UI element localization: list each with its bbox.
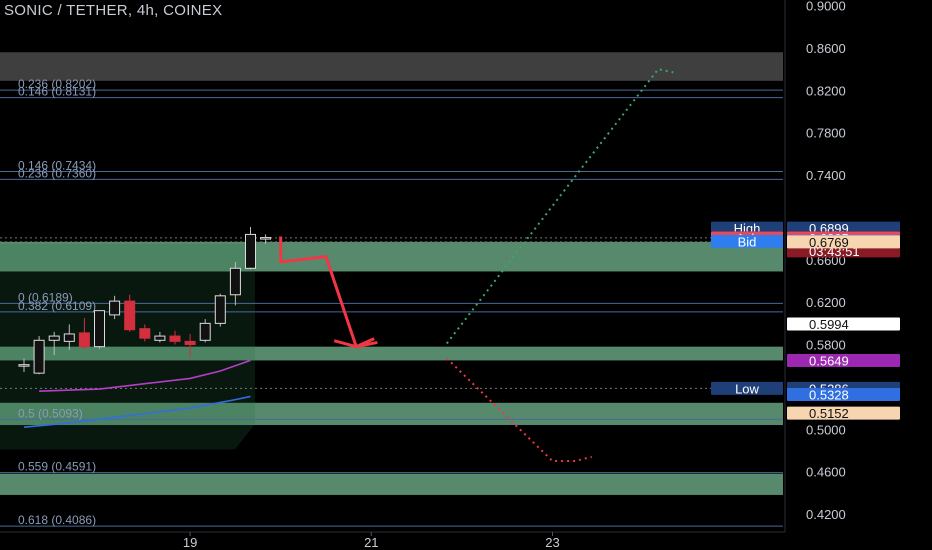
price-axis-background — [785, 0, 932, 550]
price-label-value: 0.5649 — [809, 354, 849, 369]
zone-gray — [0, 52, 783, 81]
forecast-arrow — [279, 236, 378, 349]
candle-body — [18, 364, 30, 367]
price-label-value: 0.6769 — [809, 235, 849, 250]
fib-label: 0.618 (0.4086) — [18, 513, 96, 527]
price-tag-box — [711, 234, 783, 248]
moving-average-line — [39, 359, 251, 392]
candle-body — [109, 300, 121, 316]
x-tick-label: 23 — [545, 535, 559, 550]
y-tick-label: 0.6200 — [806, 295, 846, 310]
y-tick-label: 0.8200 — [806, 83, 846, 98]
price-label-value: 0.5328 — [809, 388, 849, 403]
candle-body — [94, 310, 105, 348]
candle-body — [124, 300, 136, 331]
forecast-arrowhead — [333, 337, 375, 349]
candle-body — [63, 333, 75, 342]
y-tick-label: 0.7400 — [806, 168, 846, 183]
zone-green — [0, 241, 783, 272]
y-tick-label: 0.4200 — [806, 507, 846, 522]
price-tag-box — [711, 381, 783, 395]
fib-label: 0.236 (0.8202) — [18, 77, 96, 91]
y-tick-label: 0.5800 — [806, 338, 846, 353]
price-label-value: 0.5994 — [809, 317, 849, 332]
fib-label: 0.382 (0.6109) — [18, 299, 96, 313]
time-axis-background — [0, 532, 785, 550]
candle-body — [260, 237, 272, 240]
y-tick-label: 0.8600 — [806, 41, 846, 56]
candle-body — [139, 328, 151, 339]
fib-label: 0.5 (0.5093) — [18, 406, 83, 420]
projection-area — [0, 243, 255, 450]
candle-body — [48, 335, 60, 341]
x-tick-label: 21 — [364, 535, 378, 550]
bullish-dotted-path — [446, 68, 674, 345]
zone-green — [0, 473, 783, 495]
fib-label: 0.146 (0.7434) — [18, 158, 96, 172]
candle-body — [33, 339, 45, 374]
price-label-value: 0.5152 — [809, 406, 849, 421]
price-tag-label: Low — [735, 381, 759, 396]
y-tick-label: 0.9000 — [806, 0, 846, 14]
fib-label: 0.236 (0.7360) — [18, 166, 96, 180]
candle-body — [78, 332, 90, 348]
price-label-box — [787, 235, 900, 249]
y-tick-label: 0.4600 — [806, 465, 846, 480]
fib-label: 0.146 (0.8131) — [18, 85, 96, 99]
price-label-box — [787, 388, 900, 402]
candle-body — [169, 335, 181, 342]
fib-label: 0 (0.6189) — [18, 290, 73, 304]
moving-average-line — [23, 395, 251, 428]
x-tick-label: 19 — [183, 535, 197, 550]
y-tick-label: 0.5000 — [806, 422, 846, 437]
price-label-box — [787, 317, 900, 331]
fib-label: 0.559 (0.4591) — [18, 460, 96, 474]
price-label-box — [787, 354, 900, 368]
candle-body — [245, 233, 256, 269]
zone-green — [0, 346, 783, 361]
y-tick-label: 0.7800 — [806, 126, 846, 141]
candle-body — [154, 335, 166, 341]
bearish-dotted-path — [446, 357, 593, 463]
candle-body — [229, 267, 241, 296]
candle-body — [214, 295, 226, 324]
price-tag-label: Bid — [738, 234, 757, 249]
candle-body — [199, 322, 211, 341]
price-label-box — [787, 406, 900, 420]
chart-title: SONIC / TETHER, 4h, COINEX — [4, 2, 223, 19]
candle-body — [184, 340, 196, 346]
